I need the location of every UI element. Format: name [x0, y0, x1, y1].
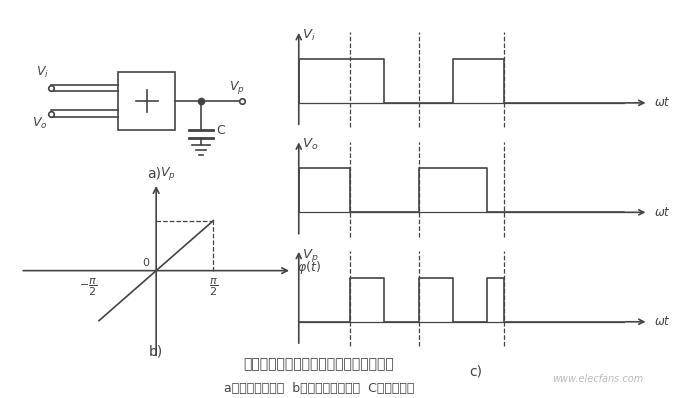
Text: b): b) — [149, 344, 163, 358]
Text: $V_p$: $V_p$ — [160, 166, 176, 182]
Text: $V_p$: $V_p$ — [302, 247, 318, 264]
Text: $-\dfrac{\pi}{2}$: $-\dfrac{\pi}{2}$ — [79, 277, 97, 298]
Text: $V_i$: $V_i$ — [302, 28, 316, 43]
Text: a): a) — [147, 167, 162, 181]
Text: c): c) — [469, 364, 482, 378]
Text: 异或门鉴相器的鉴相波形与鉴相特性曲线: 异或门鉴相器的鉴相波形与鉴相特性曲线 — [244, 357, 394, 371]
Text: $\omega t$: $\omega t$ — [654, 315, 670, 328]
Text: C: C — [217, 124, 225, 137]
Text: $V_o$: $V_o$ — [302, 137, 318, 152]
Text: $\omega t$: $\omega t$ — [654, 206, 670, 219]
Text: $V_p$: $V_p$ — [230, 79, 245, 96]
Text: 0: 0 — [143, 258, 150, 267]
Text: $\varphi(t)$: $\varphi(t)$ — [297, 259, 321, 276]
Text: $V_i$: $V_i$ — [36, 65, 49, 80]
Text: $V_o$: $V_o$ — [32, 115, 48, 131]
Text: a）异或门鉴相器  b）鉴相器输出波形  C）鉴相特性: a）异或门鉴相器 b）鉴相器输出波形 C）鉴相特性 — [224, 382, 414, 394]
Bar — [118, 72, 175, 130]
Text: $\omega t$: $\omega t$ — [654, 96, 670, 109]
Text: $\dfrac{\pi}{2}$: $\dfrac{\pi}{2}$ — [209, 277, 218, 298]
Text: www.elecfans.com: www.elecfans.com — [552, 374, 643, 384]
